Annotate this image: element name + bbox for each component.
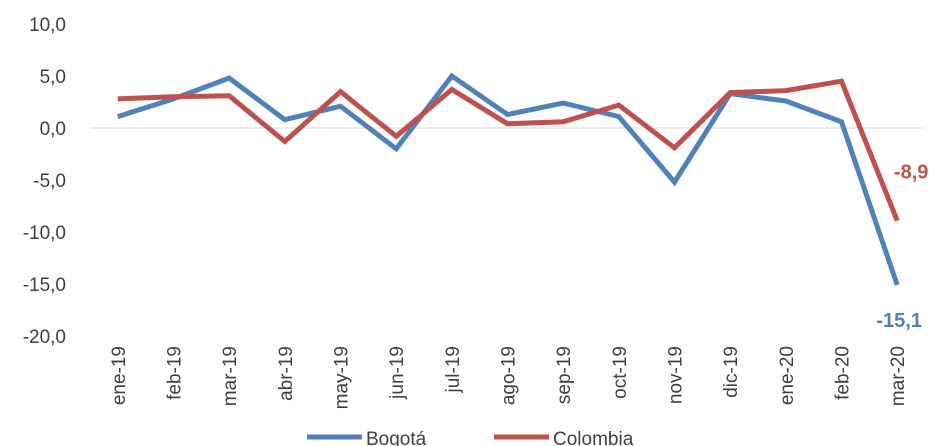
data-labels: -8,9 -15,1 — [876, 162, 928, 332]
x-tick-label: ene-19 — [109, 346, 130, 405]
x-tick-label: nov-19 — [666, 346, 687, 404]
x-tick-label: mar-20 — [888, 346, 909, 406]
y-tick-label: 5,0 — [40, 67, 66, 88]
x-tick-label: jul-19 — [443, 346, 464, 393]
data-label: -8,9 — [894, 162, 928, 184]
x-tick-label: jun-19 — [387, 346, 408, 400]
y-tick-label: -15,0 — [23, 275, 66, 296]
legend-label: Bogotá — [366, 429, 427, 446]
y-tick-label: -20,0 — [23, 327, 66, 348]
y-tick-label: -10,0 — [23, 223, 66, 244]
x-tick-label: ene-20 — [777, 346, 798, 405]
legend: Bogotá Colombia — [307, 429, 634, 446]
data-label: -15,1 — [876, 310, 922, 332]
series-lines — [117, 72, 900, 286]
x-tick-label: dic-19 — [721, 346, 742, 398]
x-tick-label: oct-19 — [610, 346, 631, 399]
series-line-bogot- — [117, 72, 900, 286]
x-tick-label: feb-20 — [833, 346, 854, 400]
x-tick-label: sep-19 — [554, 346, 575, 404]
legend-label: Colombia — [553, 429, 634, 446]
x-tick-label: feb-19 — [165, 346, 186, 400]
x-tick-label: ago-19 — [499, 346, 520, 405]
y-tick-label: -5,0 — [33, 171, 66, 192]
x-tick-label: mar-19 — [220, 346, 241, 406]
x-tick-label: abr-19 — [276, 346, 297, 401]
y-axis: 10,0 5,0 0,0 -5,0 -10,0 -15,0 -20,0 — [23, 15, 66, 348]
y-tick-label: 0,0 — [40, 119, 66, 140]
y-tick-label: 10,0 — [29, 15, 66, 36]
series-line-colombia — [117, 78, 900, 222]
x-tick-label: may-19 — [332, 346, 353, 409]
x-axis: ene-19 feb-19 mar-19 abr-19 may-19 jun-19 jul-… — [109, 346, 909, 409]
